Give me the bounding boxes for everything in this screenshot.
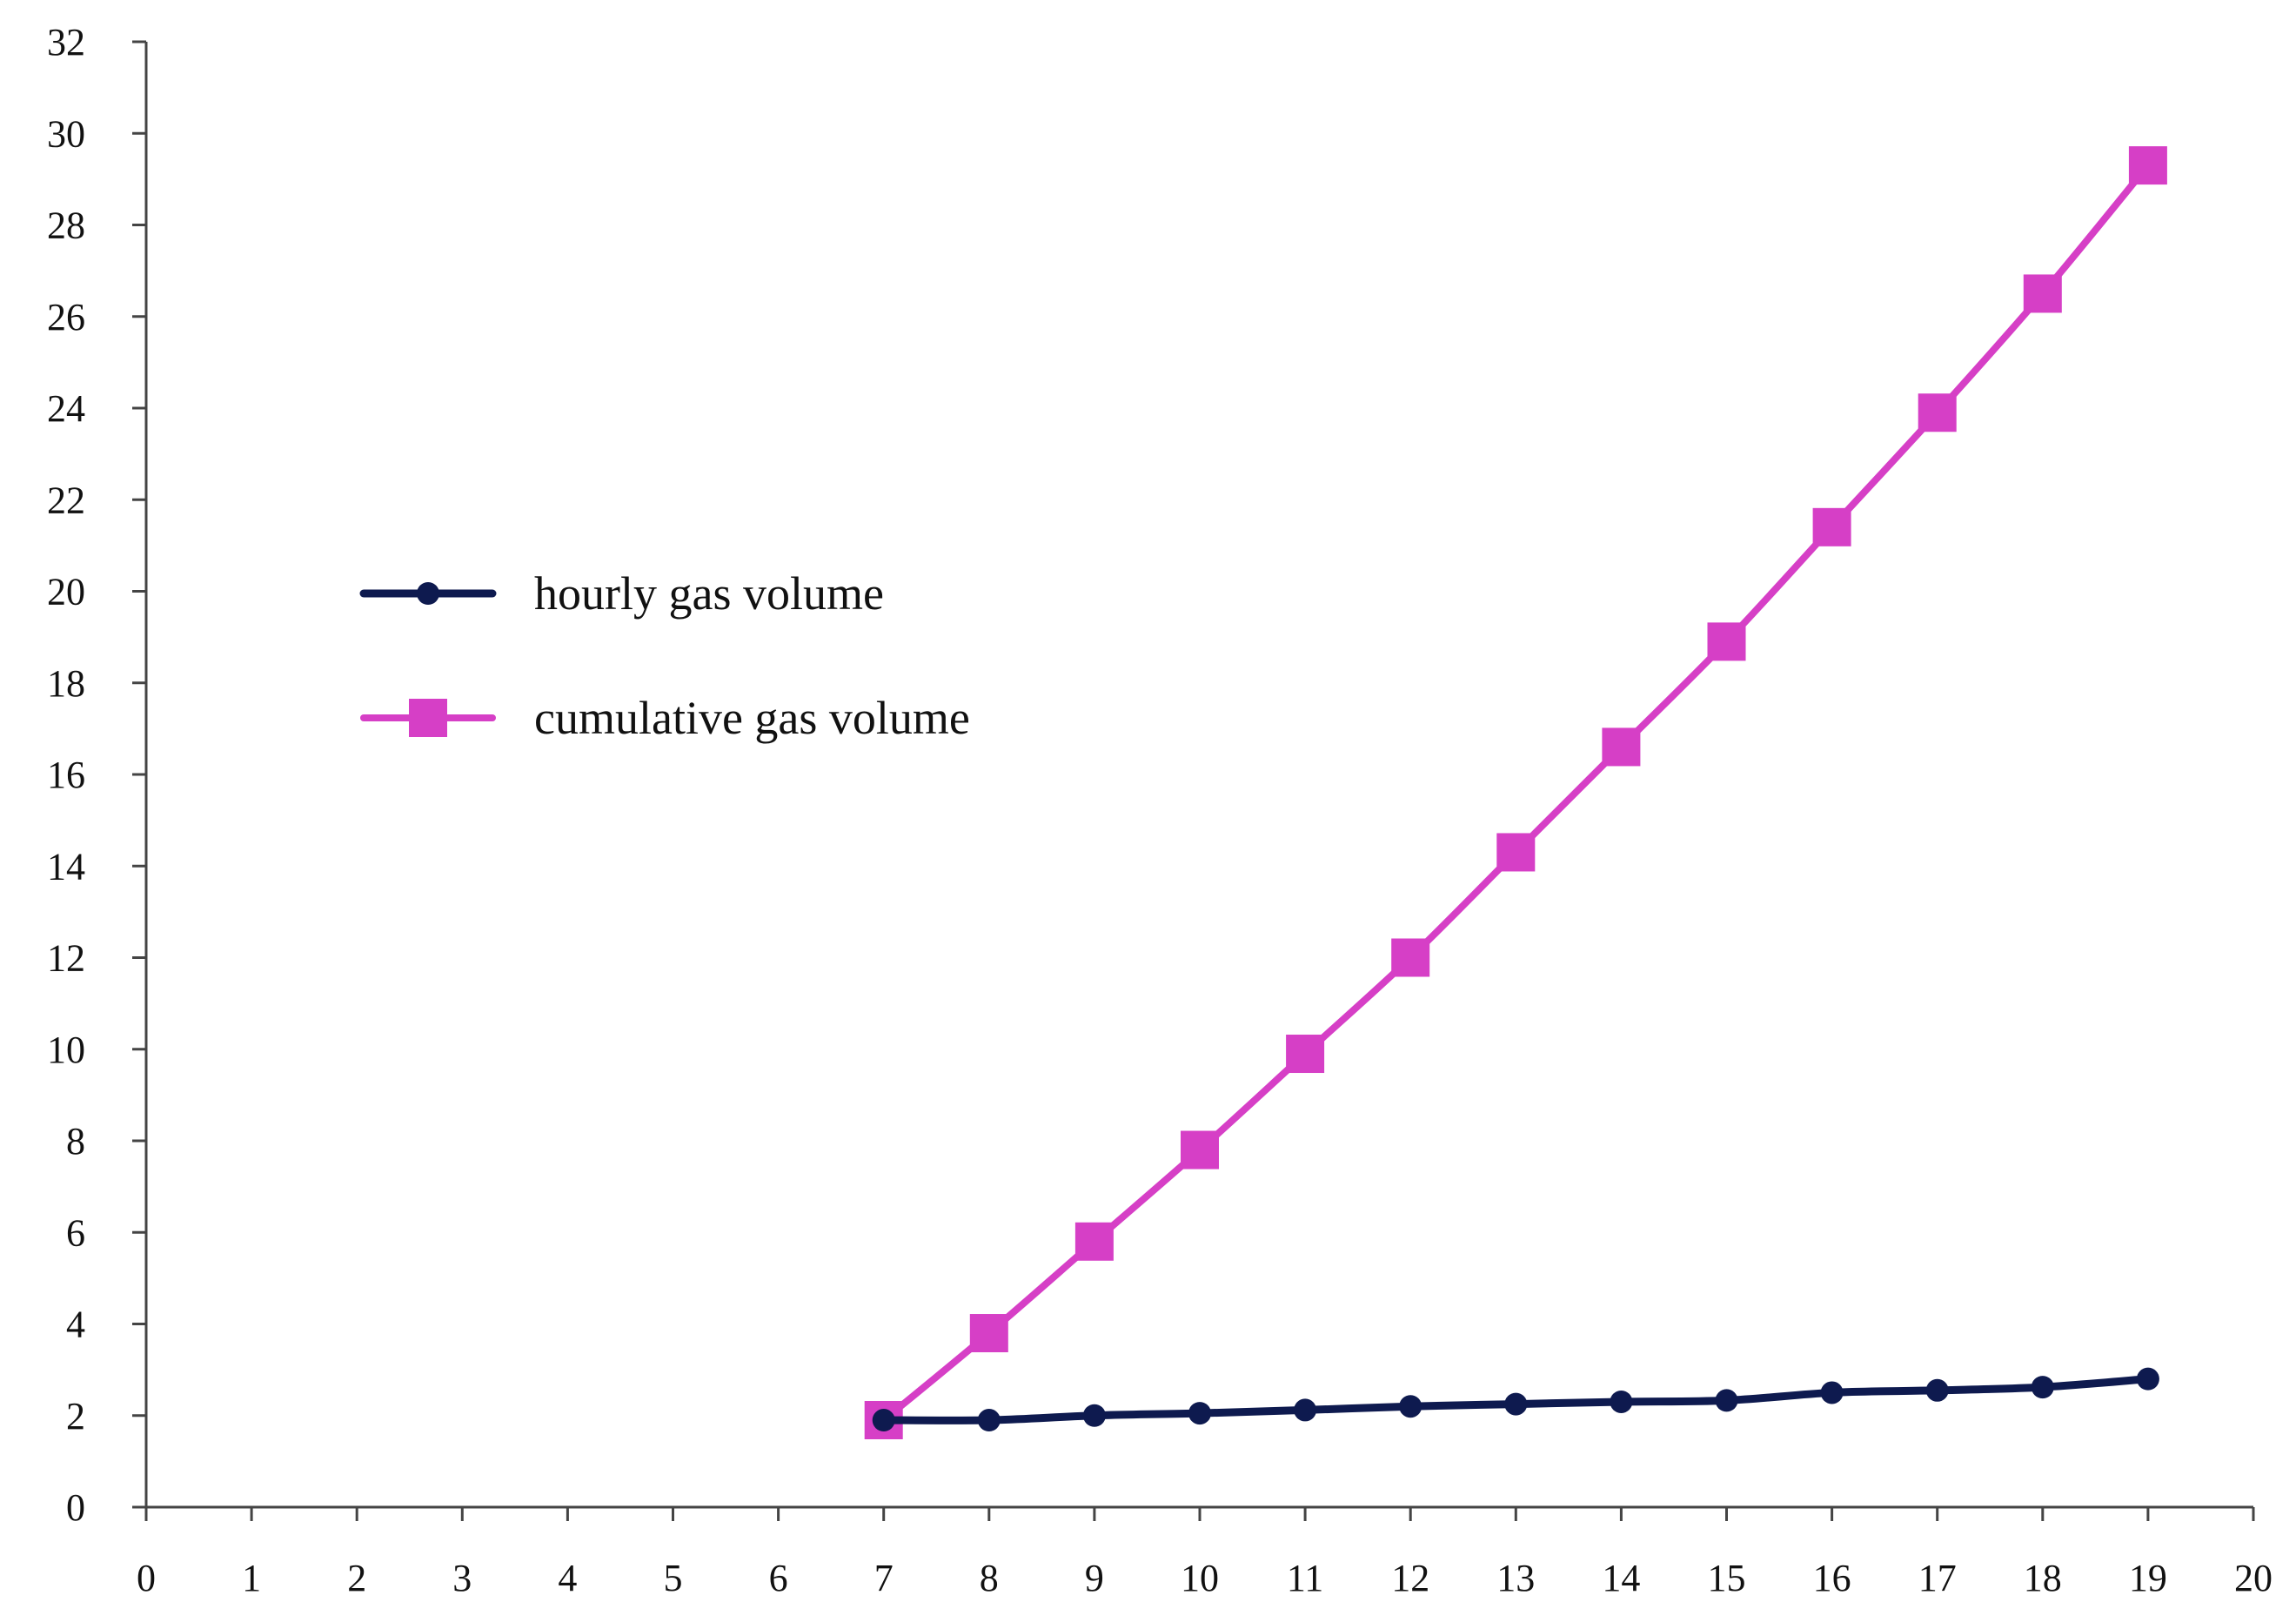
legend-marker-hourly-gas-volume [417, 582, 439, 605]
axes [144, 42, 2253, 1509]
data-point-cumulative-gas-volume [969, 1314, 1008, 1353]
y-tick-label: 8 [66, 1120, 85, 1163]
data-point-cumulative-gas-volume [1496, 833, 1536, 872]
data-point-cumulative-gas-volume [2023, 274, 2062, 313]
data-point-hourly-gas-volume [1504, 1392, 1528, 1416]
x-tick-label: 2 [347, 1557, 366, 1599]
x-tick-label: 0 [137, 1557, 156, 1599]
x-tick-label: 14 [1602, 1557, 1640, 1599]
data-point-hourly-gas-volume [2031, 1376, 2054, 1399]
legend-label-cumulative-gas-volume: cumulative gas volume [534, 692, 970, 744]
y-tick-label: 0 [66, 1486, 85, 1529]
data-point-cumulative-gas-volume [1391, 938, 1430, 977]
x-tick-label: 19 [2129, 1557, 2167, 1599]
x-tick-label: 10 [1181, 1557, 1219, 1599]
y-tick-label: 22 [47, 479, 85, 521]
y-tick-label: 10 [47, 1029, 85, 1071]
data-point-hourly-gas-volume [2136, 1367, 2159, 1391]
x-tick-label: 18 [2024, 1557, 2062, 1599]
x-tick-label: 5 [664, 1557, 683, 1599]
y-tick-label: 16 [47, 754, 85, 796]
data-point-cumulative-gas-volume [1602, 727, 1641, 767]
legend-item-cumulative-gas-volume: cumulative gas volume [360, 692, 970, 744]
y-tick-label: 26 [47, 296, 85, 338]
data-point-cumulative-gas-volume [1181, 1130, 1219, 1170]
x-tick-label: 7 [874, 1557, 894, 1599]
x-tick-label: 17 [1918, 1557, 1957, 1599]
y-tick-label: 4 [66, 1304, 85, 1346]
legend-item-hourly-gas-volume: hourly gas volume [359, 567, 884, 620]
y-tick-label: 2 [66, 1395, 85, 1438]
x-tick-label: 15 [1708, 1557, 1746, 1599]
x-tick-label: 11 [1287, 1557, 1323, 1599]
data-point-cumulative-gas-volume [1286, 1035, 1325, 1074]
data-point-hourly-gas-volume [1925, 1378, 1949, 1402]
legend-marker-cumulative-gas-volume [409, 699, 447, 737]
series-line-cumulative-gas-volume [880, 162, 2152, 1424]
legend: hourly gas volume cumulative gas volume [359, 567, 970, 744]
legend-label-hourly-gas-volume: hourly gas volume [534, 567, 884, 620]
data-point-hourly-gas-volume [1188, 1402, 1211, 1425]
data-point-hourly-gas-volume [1820, 1381, 1844, 1404]
data-point-hourly-gas-volume [977, 1409, 1001, 1432]
x-tick-label: 12 [1391, 1557, 1429, 1599]
x-tick-label: 6 [769, 1557, 788, 1599]
x-tick-label: 1 [242, 1557, 261, 1599]
data-point-cumulative-gas-volume [2128, 146, 2167, 185]
data-point-hourly-gas-volume [1715, 1389, 1738, 1412]
x-tick-label: 3 [452, 1557, 472, 1599]
data-point-cumulative-gas-volume [1812, 507, 1851, 546]
y-tick-label: 14 [47, 845, 85, 888]
x-tick-label: 16 [1813, 1557, 1851, 1599]
data-point-hourly-gas-volume [1610, 1390, 1633, 1413]
y-tick-label: 18 [47, 662, 85, 705]
x-tick-label: 13 [1496, 1557, 1535, 1599]
data-point-cumulative-gas-volume [1707, 622, 1746, 661]
series-layer [864, 146, 2167, 1440]
data-point-hourly-gas-volume [1399, 1395, 1422, 1418]
x-tick-label: 9 [1085, 1557, 1104, 1599]
data-point-cumulative-gas-volume [1918, 393, 1957, 432]
data-point-hourly-gas-volume [1294, 1398, 1317, 1422]
x-axis-ticks: 0 1 2 3 4 5 6 7 8 9 10 11 12 13 14 15 16 17 18 19 20 [137, 1507, 2273, 1599]
data-point-cumulative-gas-volume [1074, 1222, 1114, 1261]
y-tick-label: 20 [47, 571, 85, 613]
x-tick-label: 8 [980, 1557, 999, 1599]
data-point-hourly-gas-volume [872, 1409, 895, 1432]
y-tick-label: 30 [47, 112, 85, 155]
data-point-hourly-gas-volume [1082, 1404, 1106, 1427]
series-cumulative-gas-volume [864, 146, 2167, 1440]
x-tick-label: 20 [2234, 1557, 2273, 1599]
series-hourly-gas-volume [872, 1367, 2159, 1432]
y-tick-label: 12 [47, 937, 85, 980]
y-tick-label: 24 [47, 387, 85, 430]
x-tick-label: 4 [558, 1557, 577, 1599]
y-tick-label: 28 [47, 204, 85, 247]
y-tick-label: 6 [66, 1211, 85, 1254]
y-tick-label: 32 [47, 21, 85, 64]
